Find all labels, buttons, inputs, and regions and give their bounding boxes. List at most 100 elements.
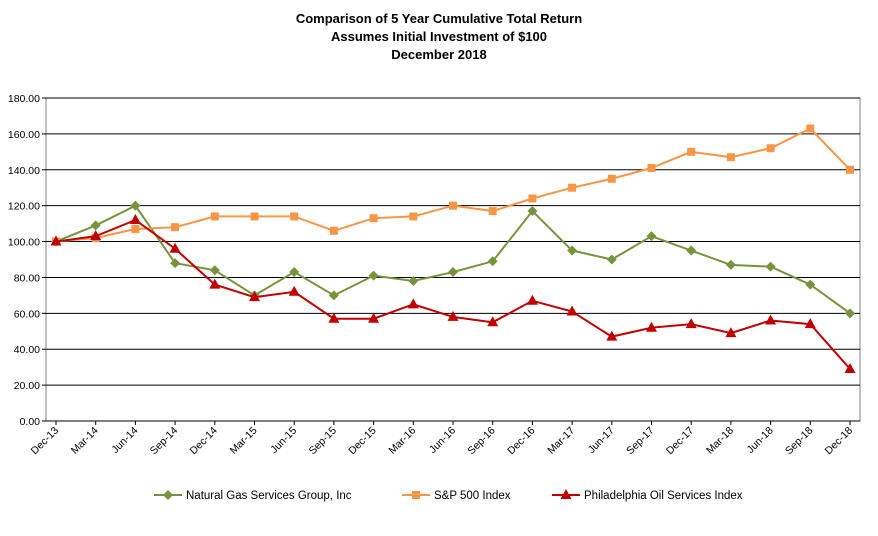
data-point [250, 212, 259, 221]
legend-label: Natural Gas Services Group, Inc [186, 490, 352, 502]
data-point [845, 308, 855, 319]
x-tick-label: Mar-18 [704, 425, 736, 457]
data-point [50, 235, 62, 246]
data-point [765, 314, 777, 325]
data-point [129, 214, 141, 225]
series-1 [51, 200, 855, 319]
x-tick-label: Sep-17 [624, 425, 657, 458]
legend-item: Philadelphia Oil Services Index [552, 489, 743, 502]
data-point [568, 183, 577, 192]
y-tick-label: 20.00 [14, 380, 40, 392]
data-point [249, 291, 260, 302]
data-point [766, 144, 775, 153]
data-point [131, 224, 140, 233]
x-tick-label: Dec-13 [29, 425, 62, 458]
y-tick-label: 100.00 [8, 237, 40, 249]
data-point [686, 245, 697, 256]
x-axis: Dec-13 Mar-14 Jun-14 Sep-14 Dec-14 Mar-15 Jun-… [29, 421, 856, 458]
y-tick-label: 40.00 [14, 344, 40, 356]
data-point [607, 174, 616, 183]
data-point [528, 194, 537, 203]
y-tick-label: 160.00 [8, 129, 40, 141]
x-tick-label: Jun-16 [427, 425, 458, 456]
chart-titles: Comparison of 5 Year Cumulative Total Re… [0, 10, 878, 64]
data-point [328, 290, 339, 301]
data-point [329, 226, 338, 235]
data-point [368, 312, 380, 323]
data-point [290, 212, 299, 221]
data-point [171, 223, 180, 232]
series-group [50, 124, 856, 373]
y-tick-label: 80.00 [14, 272, 40, 284]
legend-item: S&P 500 Index [402, 490, 511, 502]
x-tick-label: Mar-15 [228, 425, 260, 457]
data-point [725, 327, 737, 338]
data-point [606, 254, 617, 265]
x-tick-label: Mar-14 [69, 425, 101, 457]
data-point [606, 330, 618, 341]
y-tick-label: 180.00 [8, 93, 40, 105]
data-point [130, 200, 141, 211]
y-axis: 0.00 20.00 40.00 60.00 80.00 100.00 120.00 140.… [8, 93, 46, 428]
x-tick-label: Sep-18 [783, 425, 816, 458]
data-point [209, 265, 220, 276]
data-point [90, 220, 101, 231]
data-point [289, 267, 300, 278]
data-point [447, 310, 459, 321]
x-tick-label: Jun-14 [109, 425, 140, 456]
data-point [567, 245, 578, 256]
legend-label: S&P 500 Index [434, 490, 511, 502]
legend-label: Philadelphia Oil Services Index [584, 490, 743, 502]
data-point [846, 165, 854, 174]
data-point [409, 212, 418, 221]
legend-marker [560, 489, 572, 499]
x-tick-label: Mar-16 [386, 425, 418, 457]
x-tick-label: Mar-17 [545, 425, 577, 457]
data-point [488, 207, 497, 216]
x-tick-label: Jun-17 [586, 425, 617, 456]
x-tick-label: Dec-15 [346, 425, 379, 458]
data-point [448, 267, 458, 278]
data-point [685, 318, 697, 329]
data-point [527, 206, 538, 217]
legend-marker [163, 490, 173, 500]
x-tick-label: Dec-17 [664, 425, 697, 458]
y-tick-label: 60.00 [14, 308, 40, 320]
y-tick-label: 0.00 [20, 416, 41, 428]
data-point [407, 298, 419, 309]
data-point [804, 318, 816, 329]
y-tick-label: 120.00 [8, 201, 40, 213]
series-2 [52, 124, 854, 246]
chart-subtitle: Assumes Initial Investment of $100 [330, 29, 548, 44]
series-line [55, 218, 851, 370]
data-point [369, 214, 378, 223]
data-point [170, 258, 181, 269]
legend-item: Natural Gas Services Group, Inc [154, 490, 352, 502]
y-tick-label: 140.00 [8, 165, 40, 177]
x-tick-label: Dec-14 [187, 425, 220, 458]
x-tick-label: Sep-14 [148, 425, 181, 458]
x-tick-label: Dec-18 [823, 425, 856, 458]
x-tick-label: Sep-15 [307, 425, 340, 458]
data-point [726, 153, 735, 162]
data-point [647, 163, 656, 172]
x-tick-label: Jun-15 [268, 425, 299, 456]
data-point [687, 147, 696, 156]
series-3 [50, 214, 856, 373]
plot-area [45, 97, 861, 422]
data-point [210, 212, 219, 221]
data-point [90, 230, 102, 241]
legend: Natural Gas Services Group, Inc S&P 500 I… [154, 489, 743, 502]
chart-subtitle-date: December 2018 [391, 47, 487, 62]
data-point [646, 231, 657, 242]
x-tick-label: Sep-16 [465, 425, 498, 458]
data-point [169, 242, 181, 253]
data-point [844, 362, 856, 373]
data-point [805, 279, 816, 290]
data-point [487, 316, 499, 327]
gridlines [45, 97, 861, 422]
chart-title: Comparison of 5 Year Cumulative Total Re… [295, 11, 583, 26]
data-point [526, 294, 538, 305]
data-point [646, 321, 657, 332]
